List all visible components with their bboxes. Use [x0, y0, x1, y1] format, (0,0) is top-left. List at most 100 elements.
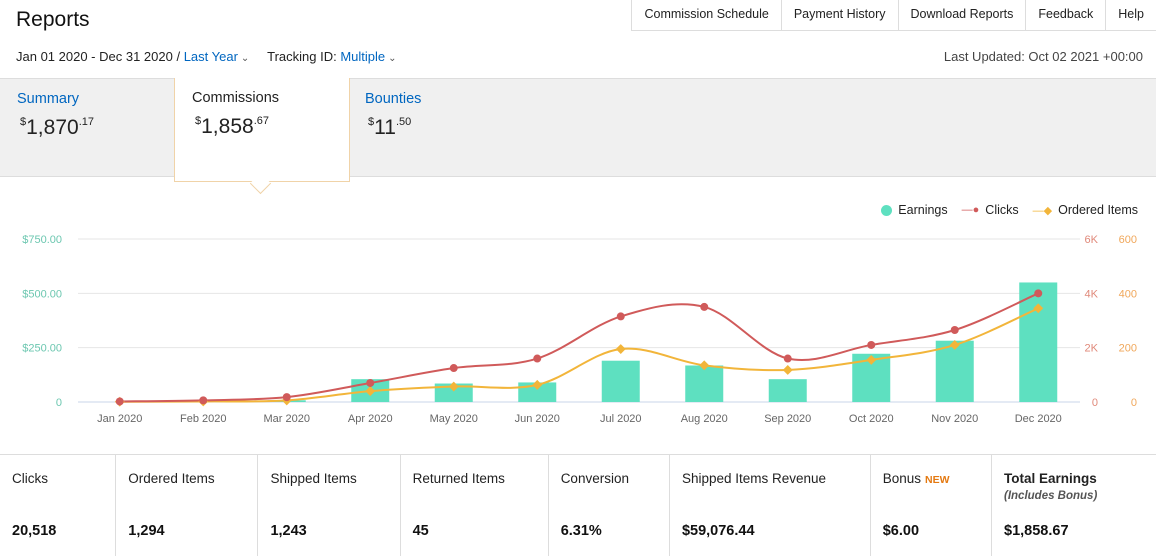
tab-commissions-label: Commissions — [192, 90, 280, 106]
period-label: Last Year — [183, 49, 238, 64]
stat-shipped-revenue: Shipped Items Revenue $59,076.44 — [670, 455, 871, 556]
stat-returned-items: Returned Items 45 — [401, 455, 549, 556]
chart-legend: Earnings —● Clicks —◆ Ordered Items — [881, 203, 1138, 217]
ordered-items-line — [119, 307, 1039, 403]
x-axis-tick: Jan 2020 — [97, 413, 142, 425]
stat-clicks: Clicks 20,518 — [0, 455, 117, 556]
ordered-items-point — [1033, 303, 1044, 314]
ordered-items-point — [699, 360, 710, 371]
stat-value: 1,294 — [128, 523, 165, 539]
tab-summary-label: Summary — [17, 91, 80, 107]
left-axis-tick: $500.00 — [22, 288, 62, 300]
x-axis-tick: Feb 2020 — [180, 413, 226, 425]
stat-value: $1,858.67 — [1004, 523, 1069, 539]
tab-summary[interactable]: Summary $1,870.17 — [0, 79, 174, 176]
earnings-swatch — [881, 204, 893, 216]
x-axis-tick: Nov 2020 — [931, 413, 978, 425]
clicks-axis-tick: 2K — [1085, 343, 1099, 355]
stat-total-earnings: Total Earnings (Includes Bonus) $1,858.67 — [992, 455, 1156, 556]
stat-label: Total Earnings (Includes Bonus) — [1004, 471, 1098, 502]
earnings-bar — [768, 379, 807, 402]
clicks-point — [616, 312, 625, 321]
x-axis-tick: Aug 2020 — [681, 413, 728, 425]
clicks-point — [783, 354, 792, 363]
nav-download-reports[interactable]: Download Reports — [899, 0, 1027, 30]
tab-commissions-amount: $1,858.67 — [195, 115, 269, 138]
stat-value: 20,518 — [12, 523, 57, 539]
chevron-down-icon: ⌄ — [240, 53, 250, 64]
legend-clicks[interactable]: —● Clicks — [961, 203, 1019, 217]
ordered-items-point — [949, 340, 960, 350]
new-badge: NEW — [925, 474, 950, 486]
ordered-axis-tick: 200 — [1119, 343, 1137, 355]
earnings-bar — [434, 383, 473, 402]
tab-bounties[interactable]: Bounties $11.50 — [348, 79, 522, 176]
x-axis-tick: Jun 2020 — [515, 413, 560, 425]
nav-help[interactable]: Help — [1118, 7, 1144, 21]
tracking-id-value: Multiple — [340, 49, 386, 64]
stat-bonus: Bonus NEW $6.00 — [871, 455, 992, 556]
stat-sublabel: (Includes Bonus) — [1004, 490, 1098, 502]
x-axis-tick: Mar 2020 — [264, 413, 310, 425]
stat-conversion: Conversion 6.31% — [549, 455, 670, 556]
tab-bounties-amount: $11.50 — [368, 116, 412, 139]
tracking-id-label: Tracking ID: — [267, 49, 337, 64]
clicks-axis-tick: 6K — [1085, 234, 1099, 246]
stat-value: 6.31% — [560, 523, 602, 539]
earnings-bar — [685, 365, 724, 402]
earnings-bar — [935, 340, 974, 402]
stat-value: 45 — [412, 523, 429, 539]
stat-value: $59,076.44 — [681, 523, 755, 539]
left-axis-tick: $750.00 — [22, 234, 62, 246]
report-tabs: Summary $1,870.17 Commissions $1,858.67 … — [0, 78, 1156, 182]
x-axis-tick: Sep 2020 — [764, 413, 811, 425]
clicks-point — [366, 378, 375, 387]
filter-bar: Jan 01 2020 - Dec 31 2020 / Last Year ⌄ T… — [16, 49, 397, 64]
stat-label: Shipped Items Revenue — [681, 471, 827, 486]
chart-svg: 0 0 0 $250.00 2K 200 $500.00 4K 400 $750.00 6K 600 J… — [22, 234, 1137, 425]
legend-ordered-items[interactable]: —◆ Ordered Items — [1032, 203, 1138, 217]
tab-summary-amount: $1,870.17 — [20, 116, 94, 139]
ordered-items-point — [866, 354, 877, 365]
x-axis-tick: Apr 2020 — [348, 413, 393, 425]
date-range-text: Jan 01 2020 - Dec 31 2020 / — [16, 49, 181, 64]
x-axis-tick: Oct 2020 — [849, 413, 894, 425]
chevron-down-icon: ⌄ — [388, 53, 397, 64]
nav-payment-history[interactable]: Payment History — [782, 0, 899, 30]
stat-label: Returned Items — [412, 471, 505, 486]
clicks-point — [282, 393, 291, 402]
clicks-point — [1034, 289, 1043, 298]
clicks-line — [119, 292, 1039, 403]
nav-feedback[interactable]: Feedback — [1026, 0, 1107, 30]
stat-label: Conversion — [560, 471, 629, 486]
ordered-axis-tick: 0 — [1131, 397, 1137, 409]
earnings-chart: Earnings —● Clicks —◆ Ordered Items 0 0 0 $25… — [0, 176, 1156, 454]
ordered-items-point — [782, 364, 793, 375]
legend-earnings[interactable]: Earnings — [881, 203, 948, 217]
page-title: Reports — [16, 8, 90, 31]
clicks-point — [533, 354, 542, 363]
clicks-axis-tick: 0 — [1092, 397, 1098, 409]
x-axis-tick: Dec 2020 — [1015, 413, 1062, 425]
clicks-point — [449, 364, 458, 373]
clicks-point — [867, 340, 876, 349]
top-nav: Commission Schedule Payment History Down… — [631, 0, 1156, 31]
stat-ordered-items: Ordered Items 1,294 — [116, 455, 259, 556]
stat-label: Shipped Items — [270, 471, 357, 486]
clicks-point — [700, 302, 709, 311]
nav-commission-schedule[interactable]: Commission Schedule — [632, 0, 782, 30]
clicks-point — [199, 396, 208, 405]
stat-value: $6.00 — [882, 523, 920, 539]
ordered-axis-tick: 600 — [1119, 234, 1137, 246]
stat-shipped-items: Shipped Items 1,243 — [258, 455, 401, 556]
tab-bounties-label: Bounties — [365, 91, 422, 107]
ordered-axis-tick: 400 — [1119, 288, 1137, 300]
period-dropdown[interactable]: Last Year ⌄ — [184, 49, 250, 64]
stat-label: Ordered Items — [128, 471, 215, 486]
tracking-id-dropdown[interactable]: Multiple ⌄ — [340, 49, 396, 64]
stat-value: 1,243 — [270, 523, 307, 539]
tab-commissions[interactable]: Commissions $1,858.67 — [174, 78, 350, 182]
earnings-bar — [1019, 282, 1058, 402]
stat-label: Bonus NEW — [882, 471, 950, 486]
stat-label: Clicks — [12, 471, 48, 486]
